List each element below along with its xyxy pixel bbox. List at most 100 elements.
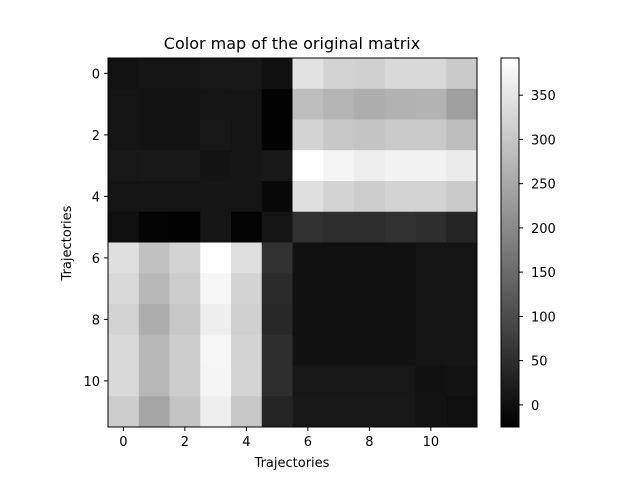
heatmap-cell <box>415 273 447 305</box>
colorbar-tick-label: 100 <box>531 310 556 325</box>
heatmap-cell <box>200 119 232 151</box>
x-tick-label: 0 <box>119 435 127 450</box>
heatmap-cell <box>169 88 201 120</box>
heatmap-cell <box>261 58 293 90</box>
heatmap-cell <box>200 273 232 305</box>
heatmap-cell <box>446 365 478 397</box>
heatmap-cell <box>292 396 324 428</box>
colorbar-tick-label: 200 <box>531 222 556 237</box>
heatmap-cell <box>354 181 386 213</box>
heatmap-cell <box>261 365 293 397</box>
heatmap-cell <box>446 119 478 151</box>
heatmap-cell <box>446 88 478 120</box>
plot-frame <box>107 57 478 428</box>
y-tick-label: 10 <box>83 375 100 390</box>
heatmap-cell <box>169 119 201 151</box>
heatmap-cell <box>415 150 447 182</box>
heatmap-cell <box>354 88 386 120</box>
heatmap-cell <box>231 211 263 243</box>
heatmap-cell <box>231 334 263 366</box>
colorbar-tick-label: 150 <box>531 266 556 281</box>
heatmap-cell <box>169 334 201 366</box>
y-tick-label: 0 <box>92 67 100 82</box>
heatmap-cell <box>108 365 140 397</box>
x-tick-label: 4 <box>242 435 250 450</box>
heatmap-cell <box>200 88 232 120</box>
heatmap-cell <box>138 119 170 151</box>
heatmap-cell <box>415 365 447 397</box>
heatmap-cell <box>292 88 324 120</box>
heatmap-cell <box>169 211 201 243</box>
heatmap-cell <box>446 150 478 182</box>
heatmap-cell <box>169 304 201 336</box>
y-axis-ticks: 0 2 4 6 8 10 <box>83 67 108 390</box>
colorbar-tick-label: 350 <box>531 89 556 104</box>
colorbar-tick-label: 50 <box>531 355 548 370</box>
heatmap-cell <box>169 150 201 182</box>
x-tick-label: 10 <box>423 435 440 450</box>
heatmap-cell <box>415 211 447 243</box>
heatmap-cell <box>292 211 324 243</box>
heatmap-cell <box>384 150 416 182</box>
heatmap-cell <box>200 304 232 336</box>
heatmap-cell <box>292 119 324 151</box>
heatmap-cell <box>261 88 293 120</box>
colorbar <box>500 57 520 428</box>
x-tick-label: 2 <box>181 435 189 450</box>
heatmap-cell <box>354 150 386 182</box>
heatmap-cell <box>231 396 263 428</box>
heatmap-cell <box>323 58 355 90</box>
heatmap-cell <box>446 181 478 213</box>
y-axis-label: Trajectories <box>60 205 75 281</box>
heatmap-cell <box>231 88 263 120</box>
y-tick-label: 6 <box>92 252 100 267</box>
heatmap-cell <box>384 211 416 243</box>
heatmap-cell <box>446 396 478 428</box>
heatmap-cell <box>323 88 355 120</box>
heatmap-cell <box>231 304 263 336</box>
heatmap-cell <box>354 365 386 397</box>
heatmap-cell <box>323 365 355 397</box>
heatmap-cell <box>108 181 140 213</box>
heatmap-cell <box>231 150 263 182</box>
heatmap-cell <box>292 304 324 336</box>
heatmap-cell <box>231 181 263 213</box>
x-axis-label: Trajectories <box>254 456 330 471</box>
heatmap-cell <box>323 396 355 428</box>
heatmap-cell <box>292 150 324 182</box>
heatmap-cell <box>384 304 416 336</box>
heatmap-cell <box>415 242 447 274</box>
heatmap-cell <box>292 334 324 366</box>
heatmap-cell <box>323 181 355 213</box>
chart-title: Color map of the original matrix <box>164 34 420 53</box>
heatmap-cells <box>108 58 478 428</box>
heatmap-cell <box>292 58 324 90</box>
heatmap-cell <box>292 273 324 305</box>
heatmap-cell <box>169 396 201 428</box>
heatmap-cell <box>231 242 263 274</box>
heatmap-cell <box>384 181 416 213</box>
heatmap-cell <box>108 304 140 336</box>
heatmap-cell <box>354 304 386 336</box>
colorbar-tick-label: 300 <box>531 133 556 148</box>
heatmap-cell <box>323 304 355 336</box>
heatmap-cell <box>138 211 170 243</box>
heatmap-cell <box>231 119 263 151</box>
heatmap-cell <box>323 334 355 366</box>
heatmap-cell <box>138 181 170 213</box>
heatmap-cell <box>200 396 232 428</box>
heatmap-cell <box>415 119 447 151</box>
heatmap-cell <box>138 242 170 274</box>
x-axis-ticks: 0 2 4 6 8 10 <box>119 427 439 450</box>
heatmap-cell <box>415 88 447 120</box>
heatmap-cell <box>108 211 140 243</box>
heatmap-cell <box>138 88 170 120</box>
heatmap-cell <box>354 58 386 90</box>
heatmap-cell <box>138 58 170 90</box>
heatmap-cell <box>138 150 170 182</box>
heatmap-cell <box>261 181 293 213</box>
x-tick-label: 6 <box>304 435 312 450</box>
heatmap-cell <box>384 119 416 151</box>
heatmap-cell <box>354 334 386 366</box>
